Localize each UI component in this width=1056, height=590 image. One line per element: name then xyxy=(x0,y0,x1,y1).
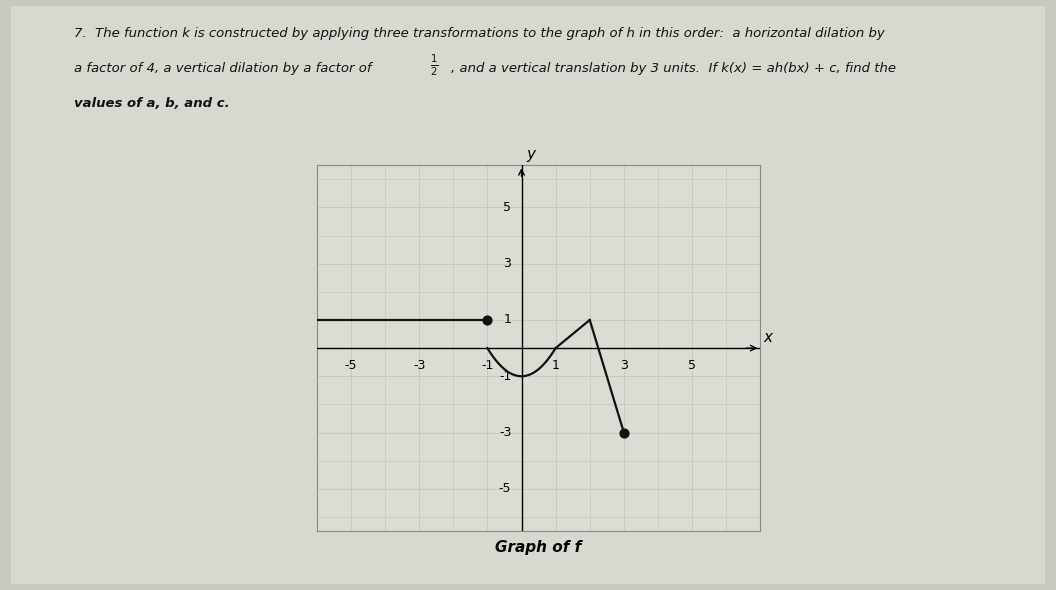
Text: x: x xyxy=(763,330,773,345)
Text: 1: 1 xyxy=(504,313,511,326)
Text: values of a, b, and c.: values of a, b, and c. xyxy=(74,97,229,110)
Point xyxy=(616,428,633,437)
Text: 5: 5 xyxy=(504,201,511,214)
Text: -1: -1 xyxy=(498,370,511,383)
Text: -1: -1 xyxy=(482,359,493,372)
Text: $\frac{1}{2}$: $\frac{1}{2}$ xyxy=(430,53,438,78)
Text: a factor of 4, a vertical dilation by a factor of: a factor of 4, a vertical dilation by a … xyxy=(74,62,372,75)
Text: Graph of f: Graph of f xyxy=(495,540,582,555)
Text: , and a vertical translation by 3 units.  If k(x) = ah(bx) + c, find the: , and a vertical translation by 3 units.… xyxy=(451,62,895,75)
Text: -5: -5 xyxy=(344,359,357,372)
Text: -3: -3 xyxy=(413,359,426,372)
Text: 7.  The function k is constructed by applying three transformations to the graph: 7. The function k is constructed by appl… xyxy=(74,27,885,40)
Text: 5: 5 xyxy=(689,359,696,372)
Text: 3: 3 xyxy=(504,257,511,270)
Point xyxy=(479,315,496,324)
Text: y: y xyxy=(527,148,535,162)
Text: -5: -5 xyxy=(498,482,511,495)
Text: 3: 3 xyxy=(620,359,627,372)
Text: -3: -3 xyxy=(498,426,511,439)
Text: 1: 1 xyxy=(551,359,560,372)
